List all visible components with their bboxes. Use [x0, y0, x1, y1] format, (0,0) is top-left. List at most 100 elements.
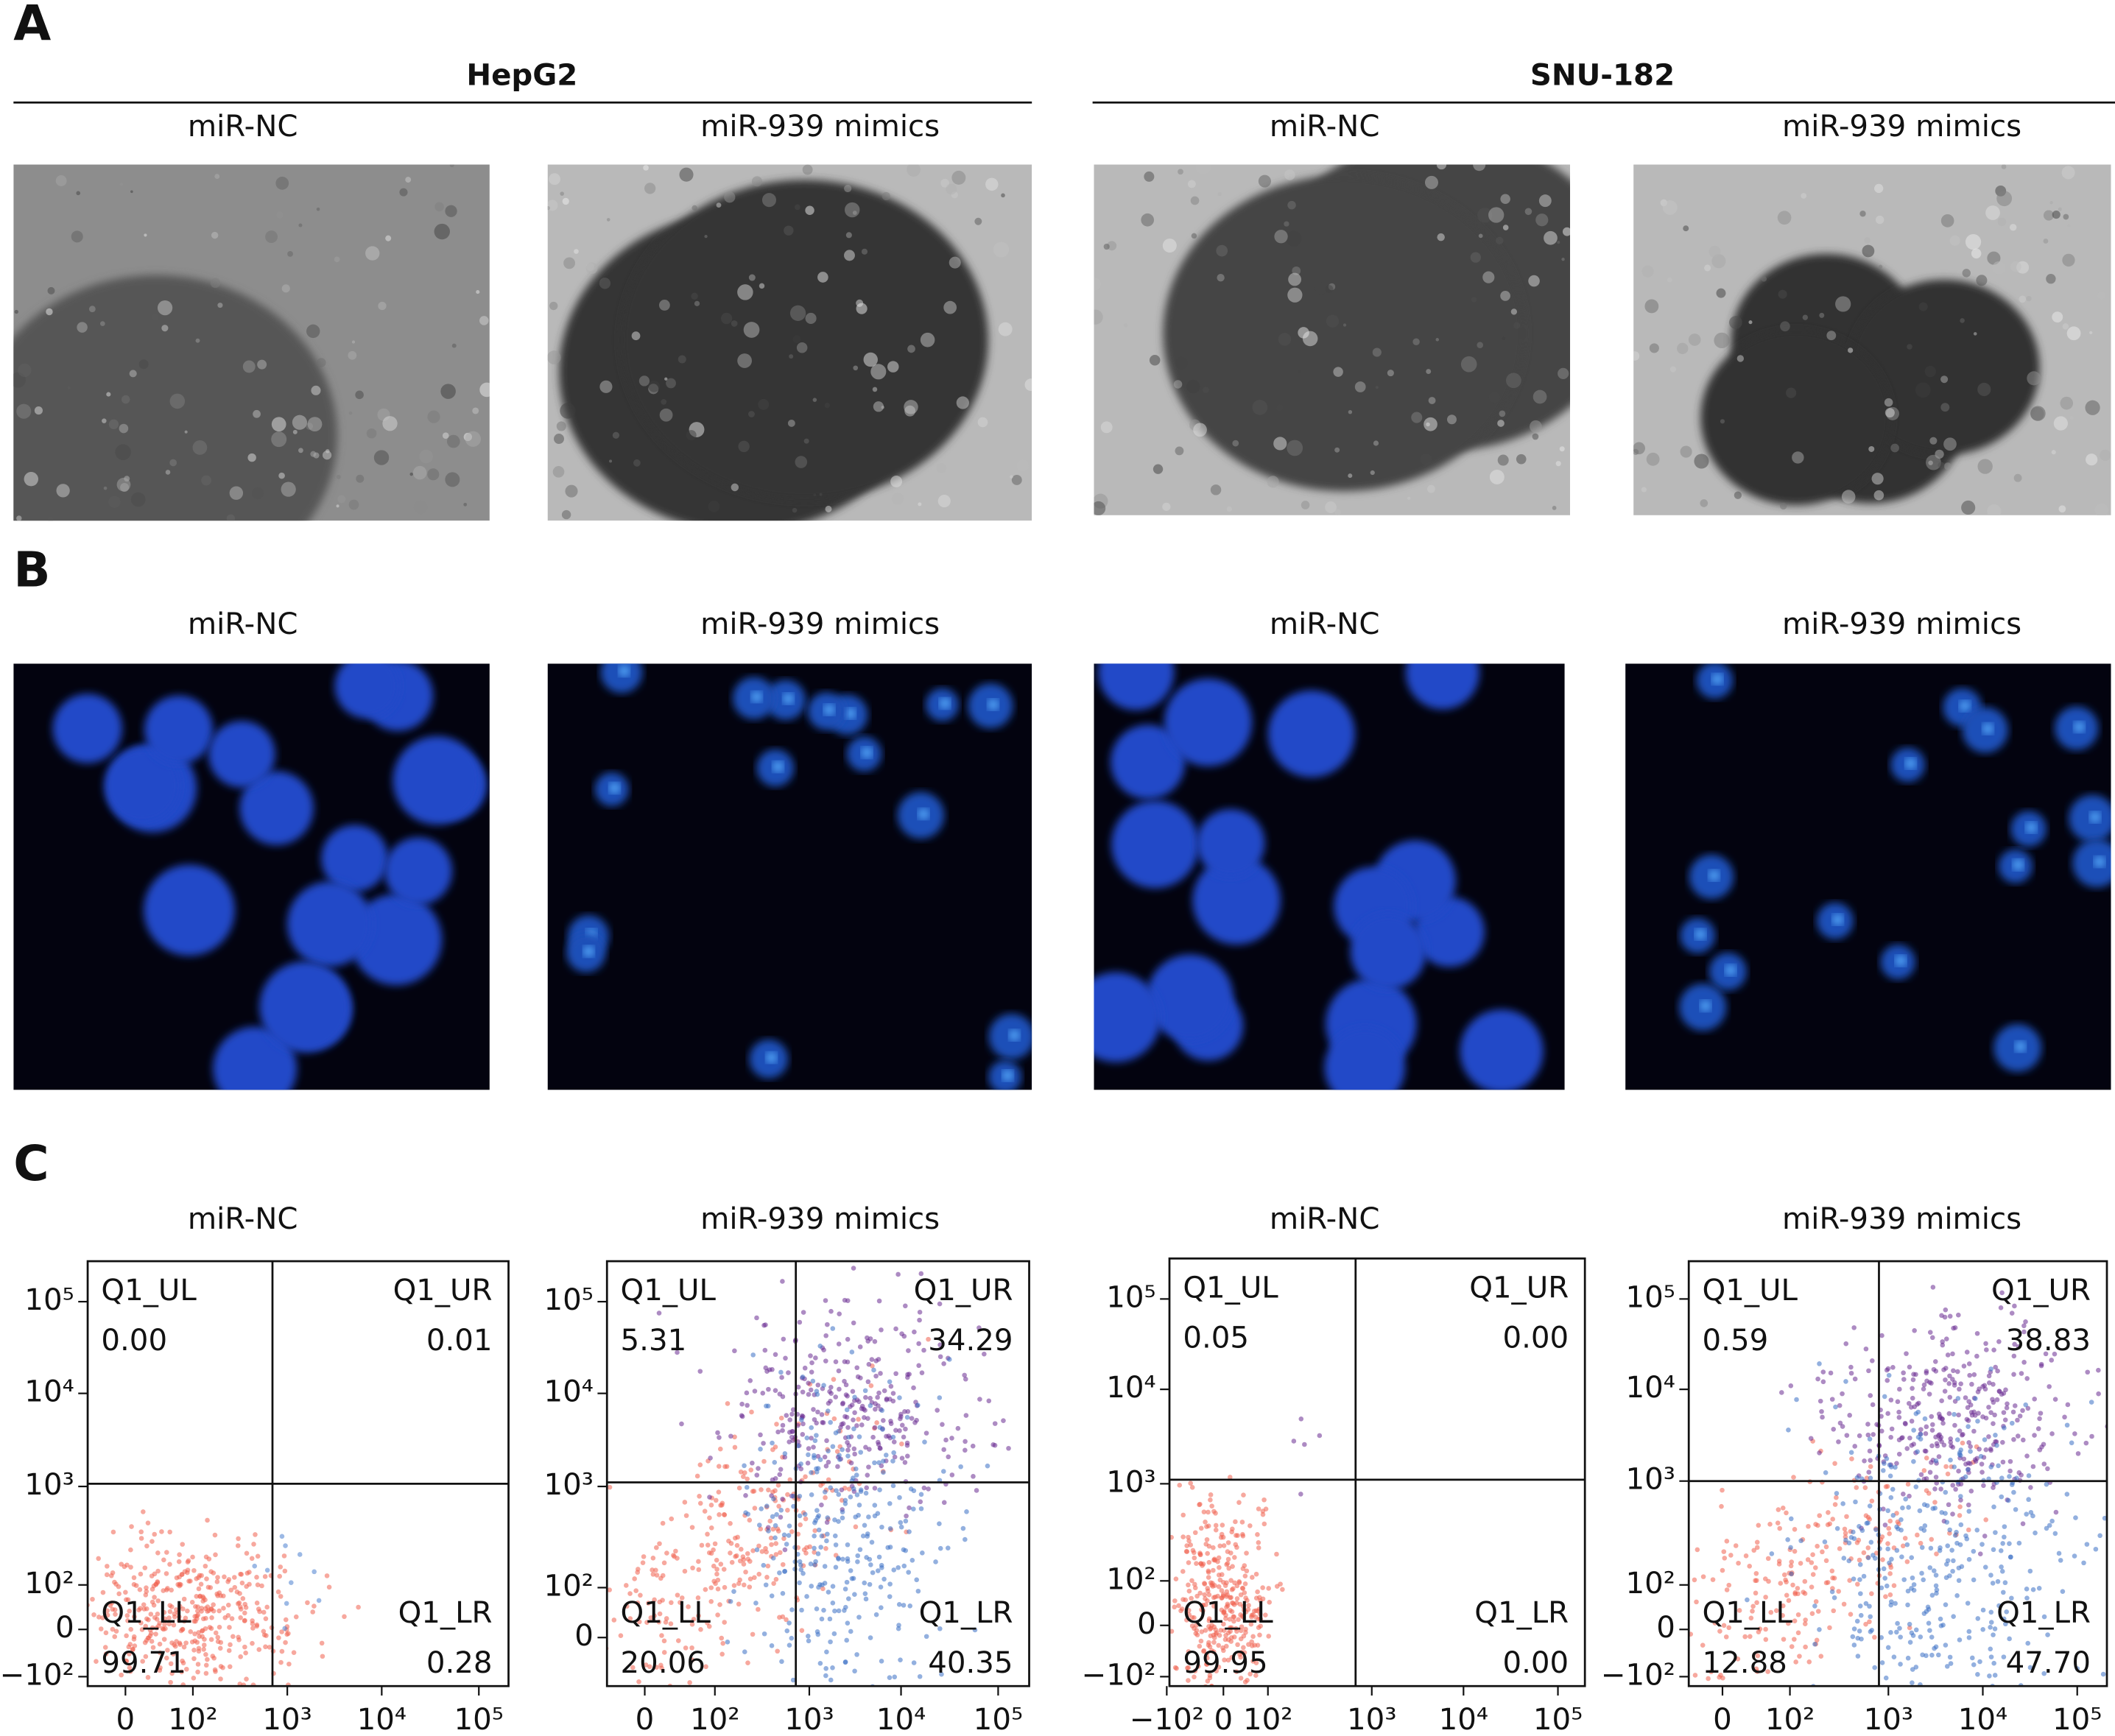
event-dot: [640, 1560, 646, 1565]
event-dot: [1873, 1527, 1879, 1533]
texture: [2027, 371, 2041, 386]
event-dot: [1689, 1631, 1694, 1637]
event-dot: [828, 1384, 834, 1390]
event-dot: [144, 1585, 149, 1590]
event-dot: [1239, 1624, 1245, 1629]
event-dot: [786, 1370, 791, 1375]
event-dot: [797, 1513, 803, 1519]
texture: [1426, 369, 1432, 375]
event-dot: [1783, 1577, 1788, 1583]
event-dot: [1991, 1504, 1996, 1510]
event-dot: [94, 1659, 99, 1664]
event-dot: [1197, 1502, 1202, 1508]
event-dot: [1929, 1592, 1935, 1598]
event-dot: [236, 1600, 242, 1606]
event-dot: [1982, 1564, 1988, 1570]
event-dot: [904, 1414, 910, 1420]
event-dot: [918, 1492, 924, 1497]
event-dot: [887, 1500, 893, 1506]
texture: [1370, 470, 1375, 476]
event-dot: [806, 1638, 812, 1644]
texture: [1287, 287, 1303, 303]
event-dot: [783, 1355, 788, 1361]
texture: [1680, 445, 1692, 458]
event-dot: [799, 1607, 804, 1613]
event-dot: [1996, 1463, 2001, 1469]
y-tick-label: 10⁴: [24, 1375, 74, 1409]
event-dot: [1974, 1527, 1980, 1533]
event-dot: [191, 1567, 197, 1573]
event-dot: [776, 1503, 781, 1509]
event-dot: [276, 1635, 281, 1640]
event-dot: [181, 1596, 187, 1602]
event-dot: [188, 1578, 193, 1584]
event-dot: [1788, 1383, 1794, 1389]
texture: [1232, 440, 1239, 447]
event-dot: [750, 1548, 756, 1553]
event-dot: [1863, 1513, 1869, 1518]
texture: [1786, 387, 1797, 398]
event-dot: [167, 1609, 173, 1615]
texture: [116, 477, 131, 492]
event-dot: [1969, 1696, 1974, 1701]
group-title: HepG2: [466, 57, 577, 92]
event-dot: [1913, 1484, 1919, 1489]
event-dot: [1792, 1590, 1798, 1595]
texture: [1342, 323, 1347, 327]
event-dot: [1857, 1562, 1863, 1567]
event-dot: [1830, 1517, 1836, 1522]
event-dot: [1228, 1608, 1233, 1613]
event-dot: [1880, 1557, 1885, 1562]
texture: [1499, 410, 1506, 417]
event-dot: [773, 1522, 778, 1528]
event-dot: [166, 1621, 172, 1627]
event-dot: [1995, 1578, 2001, 1584]
event-dot: [1929, 1652, 1935, 1658]
event-dot: [719, 1651, 725, 1657]
event-dot: [127, 1668, 133, 1674]
event-dot: [826, 1448, 831, 1454]
event-dot: [1859, 1528, 1865, 1534]
texture: [1874, 183, 1884, 194]
event-dot: [1950, 1568, 1955, 1574]
event-dot: [1865, 1545, 1871, 1550]
event-dot: [1910, 1377, 1916, 1383]
event-dot: [937, 1545, 943, 1551]
event-dot: [803, 1474, 808, 1480]
event-dot: [867, 1447, 872, 1452]
event-dot: [1194, 1593, 1200, 1599]
event-dot: [1211, 1632, 1217, 1638]
event-dot: [1185, 1665, 1190, 1670]
event-dot: [775, 1528, 781, 1534]
event-dot: [1865, 1432, 1871, 1438]
event-dot: [90, 1596, 95, 1602]
event-dot: [1192, 1668, 1198, 1674]
event-dot: [1642, 1651, 1647, 1656]
nucleus-spot: [918, 808, 929, 820]
event-dot: [1767, 1521, 1773, 1527]
event-dot: [658, 1662, 664, 1668]
event-dot: [853, 1524, 859, 1530]
event-dot: [1200, 1562, 1206, 1567]
event-dot: [1971, 1577, 1977, 1583]
event-dot: [816, 1527, 822, 1533]
event-dot: [798, 1567, 804, 1573]
event-dot: [679, 1421, 684, 1427]
event-dot: [1851, 1325, 1857, 1330]
event-dot: [887, 1675, 893, 1680]
event-dot: [886, 1433, 892, 1439]
event-dot: [937, 1301, 943, 1307]
panel-label: A: [13, 0, 51, 52]
texture: [1354, 381, 1366, 392]
event-dot: [897, 1428, 902, 1433]
event-dot: [1945, 1471, 1951, 1477]
event-dot: [2021, 1329, 2027, 1335]
event-dot: [822, 1454, 828, 1460]
event-dot: [817, 1582, 823, 1587]
event-dot: [1986, 1373, 1992, 1379]
event-dot: [1963, 1395, 1968, 1400]
event-dot: [1887, 1473, 1893, 1479]
event-dot: [1192, 1581, 1197, 1587]
event-dot: [1901, 1577, 1907, 1582]
event-dot: [728, 1541, 734, 1546]
